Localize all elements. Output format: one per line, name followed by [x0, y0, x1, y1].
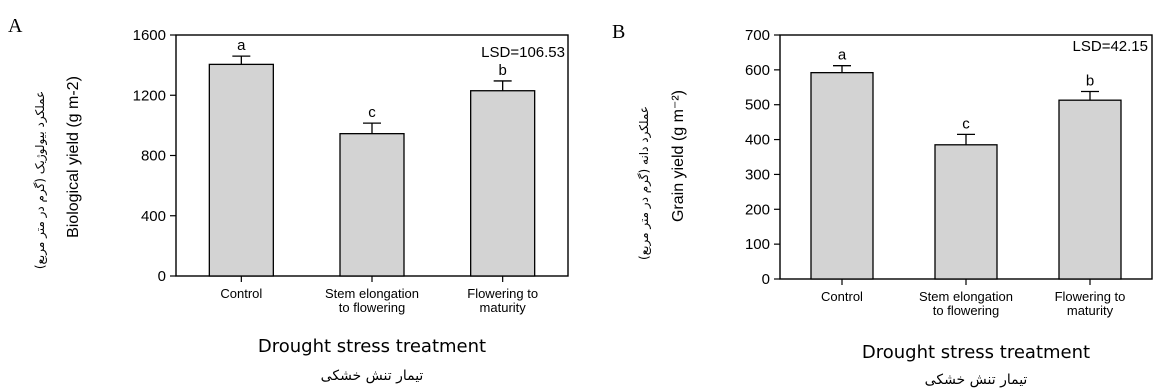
significance-letter: a	[237, 37, 246, 54]
significance-letter: b	[498, 62, 506, 79]
x-tick-label-line: Stem elongation	[919, 289, 1013, 304]
y-tick-label: 1200	[133, 87, 166, 104]
bar	[934, 144, 998, 280]
y-axis-label-persian: عملکرد بیولوژیک (گرم در متر مربع)	[33, 91, 48, 269]
x-axis-label-persian: تیمار تنش خشکی	[321, 368, 424, 384]
panel-letter: B	[612, 21, 625, 43]
x-tick-label-line: Stem elongation	[325, 286, 419, 301]
x-tick-label: Flowering to maturity	[467, 286, 538, 315]
y-tick-label: 500	[745, 97, 770, 114]
y-tick-label: 700	[745, 27, 770, 44]
y-tick-label: 300	[745, 166, 770, 183]
significance-letter: a	[838, 47, 847, 64]
x-axis-label: Drought stress treatment	[862, 342, 1090, 363]
bar	[1058, 99, 1122, 280]
x-tick-label-line: Flowering to	[1055, 289, 1126, 304]
x-tick-label-line: Control	[220, 286, 262, 301]
x-tick-label: Flowering to maturity	[1055, 289, 1126, 318]
x-tick-label-line: maturity	[480, 300, 527, 315]
bar	[339, 133, 405, 277]
y-axis-label: Biological yield (g m-2)	[65, 76, 82, 238]
x-tick-label-line: Flowering to	[467, 286, 538, 301]
bar	[208, 63, 274, 277]
x-tick-label: Control	[821, 289, 863, 304]
y-tick-label: 800	[141, 148, 166, 165]
significance-letter: b	[1086, 72, 1094, 89]
y-axis-label-persian: عملکرد دانه (گرم در متر مربع)	[637, 106, 652, 260]
significance-letter: c	[368, 104, 376, 121]
significance-letter: c	[962, 115, 970, 132]
y-tick-label: 1600	[133, 27, 166, 44]
x-tick-label: Stem elongation to flowering	[325, 286, 419, 315]
bar	[470, 90, 536, 277]
x-tick-label: Control	[220, 286, 262, 301]
y-tick-label: 100	[745, 236, 770, 253]
y-tick-label: 400	[141, 208, 166, 225]
x-axis-label: Drought stress treatment	[258, 336, 486, 357]
lsd-annotation: LSD=42.15	[1073, 38, 1148, 55]
x-tick-label-line: Control	[821, 289, 863, 304]
x-axis-label-persian: تیمار تنش خشکی	[925, 372, 1028, 388]
bar	[810, 71, 874, 280]
y-axis-label: Grain yield (g m⁻²)	[670, 90, 687, 222]
lsd-annotation: LSD=106.53	[481, 44, 565, 61]
y-tick-label: 0	[762, 271, 770, 288]
panel-letter: A	[8, 15, 23, 37]
y-tick-label: 0	[158, 268, 166, 285]
x-tick-label-line: to flowering	[933, 303, 999, 318]
y-tick-label: 400	[745, 132, 770, 149]
x-tick-label-line: maturity	[1067, 303, 1114, 318]
panel-a: A عملکرد بیولوژیک (گرم در متر مربع) Biol…	[8, 15, 569, 384]
y-tick-label: 600	[745, 62, 770, 79]
x-tick-label: Stem elongation to flowering	[919, 289, 1013, 318]
y-tick-label: 200	[745, 201, 770, 218]
panel-b: B عملکرد دانه (گرم در متر مربع) Grain yi…	[612, 21, 1153, 388]
x-tick-label-line: to flowering	[339, 300, 405, 315]
